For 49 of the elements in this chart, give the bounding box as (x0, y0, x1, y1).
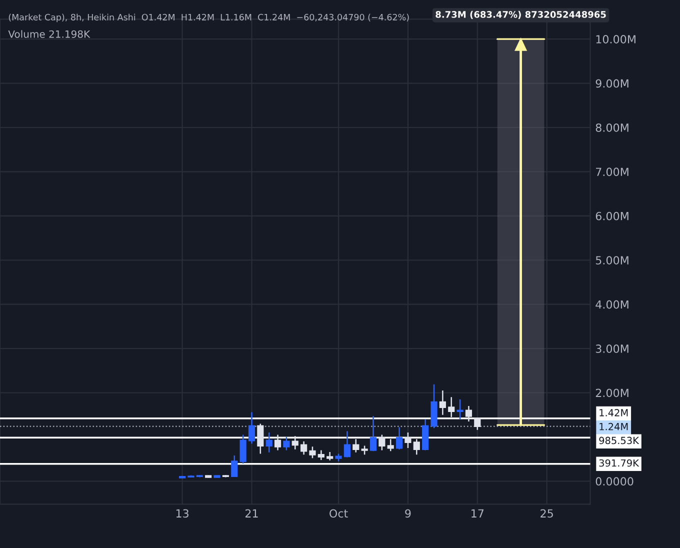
x-tick-label: Oct (330, 509, 348, 518)
candlestick (465, 405, 472, 422)
candlestick (257, 423, 264, 454)
candlestick (283, 436, 290, 451)
y-tick-label: 7.00M (596, 168, 628, 176)
y-tick-label: 10.00M (596, 35, 636, 44)
candlestick (344, 430, 350, 458)
candlestick (300, 440, 308, 456)
candlestick (240, 434, 246, 464)
y-tick-label: 8.00M (596, 123, 628, 132)
candlestick (396, 426, 403, 450)
y-tick-label: 3.00M (596, 344, 628, 353)
candlestick (274, 434, 282, 451)
candlestick (378, 434, 386, 451)
candlestick (248, 412, 256, 444)
text: 8.73M (683.47%) 8732052448965 (436, 10, 606, 19)
candlestick (422, 418, 429, 451)
ref-line-label: 1.24M (600, 422, 628, 430)
annotation: Volume 21.198K (8, 30, 90, 38)
x-tick-label: 9 (405, 509, 411, 518)
ref-line-label: 1.42M (600, 409, 628, 416)
y-tick-label: 2.00M (596, 388, 628, 398)
candlestick (387, 438, 394, 452)
candlestick (309, 446, 316, 459)
ref-line-label: 391.79K (599, 459, 640, 467)
candlestick (352, 438, 360, 454)
candlestick (430, 384, 438, 429)
candlestick (266, 432, 272, 454)
candlestick (456, 398, 464, 420)
x-tick-label: 17 (472, 509, 484, 518)
y-tick-label: 9.00M (596, 79, 628, 88)
ref-line-label: 985.53K (599, 436, 640, 444)
y-tick-label: 6.00M (596, 212, 628, 220)
x-tick-label: 21 (245, 509, 258, 518)
candlestick (231, 454, 238, 478)
candlestick (474, 418, 481, 431)
y-tick-label: 0.0000 (596, 477, 634, 486)
candlestick (318, 450, 324, 461)
candlestick (448, 396, 455, 418)
x-tick-label: 25 (540, 509, 553, 518)
candlestick (439, 390, 446, 416)
y-tick-label: 4.00M (596, 300, 628, 309)
candlestick (292, 435, 298, 450)
candlestick (413, 438, 420, 456)
chart-title: (Market Cap), 8h, Heikin Ashi O1.42M H1.42M L1.16M C1.24M −60,243.04790 (−4.62%) (8, 14, 409, 22)
x-tick-label: 13 (176, 509, 188, 518)
candlestick (404, 432, 412, 449)
y-tick-label: 5.00M (596, 256, 628, 264)
candlestick (370, 416, 377, 452)
